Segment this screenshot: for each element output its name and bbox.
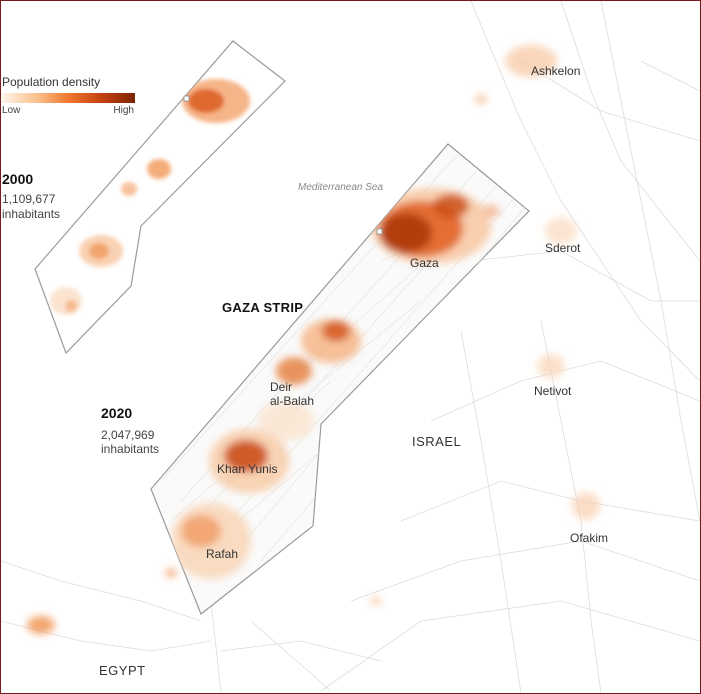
- gaza-2020-density: [171, 188, 491, 579]
- israel-label: ISRAEL: [412, 434, 462, 449]
- israel-town-density: [27, 45, 600, 634]
- legend-high-label: High: [113, 105, 134, 116]
- inset-population-2000: 1,109,677: [2, 192, 56, 206]
- city-label-deir: Deir: [270, 380, 293, 394]
- main-year-2020: 2020: [101, 405, 133, 421]
- city-label-khan-yunis: Khan Yunis: [217, 462, 278, 476]
- city-label-ashkelon: Ashkelon: [531, 64, 581, 78]
- legend-low-label: Low: [2, 105, 21, 116]
- city-label-gaza: Gaza: [410, 256, 439, 270]
- city-label-rafah: Rafah: [206, 547, 239, 561]
- density-legend: Population density Low High: [2, 75, 138, 117]
- city-label-ofakim: Ofakim: [570, 531, 609, 545]
- city-label-sderot: Sderot: [545, 241, 581, 255]
- mediterranean-sea-label: Mediterranean Sea: [298, 182, 384, 193]
- main-unit-2020: inhabitants: [101, 442, 160, 456]
- inset-port-marker: [183, 95, 190, 102]
- main-population-2020: 2,047,969: [101, 428, 155, 442]
- main-port-marker: [376, 228, 383, 235]
- legend-color-bar: [2, 93, 135, 103]
- city-label-netivot: Netivot: [534, 384, 572, 398]
- inset-unit-2000: inhabitants: [2, 207, 61, 221]
- egypt-label: EGYPT: [99, 663, 146, 678]
- inset-year-2000: 2000: [2, 171, 34, 187]
- gaza-strip-label: GAZA STRIP: [222, 300, 304, 315]
- legend-title: Population density: [2, 75, 101, 89]
- gaza-2000-density: [50, 79, 250, 315]
- city-label-al-balah: al-Balah: [270, 394, 315, 408]
